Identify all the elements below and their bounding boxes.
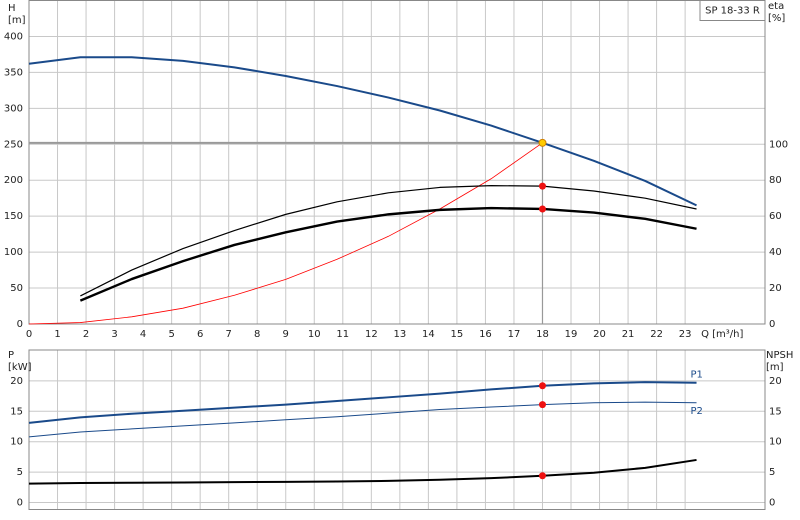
series-line <box>28 401 697 438</box>
x-tick-label: 5 <box>168 329 174 340</box>
y2-axis-label: eta <box>768 1 784 12</box>
x-tick-label: 9 <box>283 329 289 340</box>
x-tick-label: 18 <box>536 329 549 340</box>
series-line <box>28 381 697 424</box>
y-tick-label: 10 <box>10 437 23 448</box>
y2-tick-label: 80 <box>769 175 782 186</box>
duty-point <box>538 382 546 390</box>
y2-tick-label: 15 <box>769 406 782 417</box>
y2-tick-label: 20 <box>769 376 782 387</box>
y-axis-unit: [kW] <box>8 362 32 373</box>
y-tick-label: 150 <box>4 211 23 222</box>
series-line <box>80 185 697 297</box>
y2-tick-label: 0 <box>769 319 775 330</box>
x-tick-label: 8 <box>254 329 260 340</box>
duty-point <box>538 182 546 190</box>
series-line <box>28 142 543 325</box>
y-tick-label: 400 <box>4 31 23 42</box>
y2-tick-label: 5 <box>769 467 775 478</box>
y-tick-label: 250 <box>4 139 23 150</box>
x-tick-label: 12 <box>365 329 378 340</box>
duty-point <box>538 472 546 480</box>
y-tick-label: 200 <box>4 175 23 186</box>
y-tick-label: 350 <box>4 67 23 78</box>
title-box <box>699 0 766 21</box>
x-tick-label: 7 <box>226 329 232 340</box>
y-axis-unit: [m] <box>8 15 26 26</box>
y-tick-label: 300 <box>4 103 23 114</box>
plot-frame <box>28 0 766 325</box>
y2-tick-label: 10 <box>769 437 782 448</box>
x-axis-label: Q [m³/h] <box>701 329 743 340</box>
y-axis-label: P <box>8 350 14 361</box>
chart-title: SP 18-33 R <box>705 6 760 17</box>
series-line <box>28 458 697 485</box>
x-tick-label: 15 <box>451 329 464 340</box>
x-tick-label: 6 <box>197 329 203 340</box>
y-tick-label: 5 <box>17 467 23 478</box>
y-tick-label: 50 <box>10 283 23 294</box>
y-tick-label: 0 <box>17 498 23 509</box>
x-tick-label: 16 <box>479 329 492 340</box>
x-tick-label: 0 <box>26 329 32 340</box>
y2-axis-label: NPSH <box>766 350 793 361</box>
y2-tick-label: 60 <box>769 211 782 222</box>
x-tick-label: 14 <box>422 329 435 340</box>
x-tick-label: 3 <box>111 329 117 340</box>
x-tick-label: 19 <box>565 329 578 340</box>
series-line <box>79 206 697 302</box>
x-tick-label: 21 <box>622 329 635 340</box>
x-tick-label: 23 <box>679 329 692 340</box>
x-tick-label: 2 <box>83 329 89 340</box>
y-tick-label: 0 <box>17 319 23 330</box>
y-tick-label: 20 <box>10 376 23 387</box>
plot-frame <box>28 349 766 510</box>
series-label: P2 <box>691 406 703 417</box>
x-tick-label: 10 <box>308 329 321 340</box>
duty-point <box>538 401 546 409</box>
x-tick-label: 17 <box>508 329 521 340</box>
y-tick-label: 15 <box>10 406 23 417</box>
y-axis-label: H <box>8 3 16 14</box>
x-tick-label: 4 <box>140 329 146 340</box>
y2-tick-label: 100 <box>769 139 788 150</box>
x-tick-label: 1 <box>54 329 60 340</box>
y2-axis-unit: [m] <box>766 362 784 373</box>
y-tick-label: 100 <box>4 247 23 258</box>
x-tick-label: 22 <box>650 329 663 340</box>
y2-tick-label: 20 <box>769 283 782 294</box>
duty-point <box>538 205 546 213</box>
duty-point <box>538 138 547 147</box>
series-line <box>28 56 697 207</box>
x-tick-label: 20 <box>593 329 606 340</box>
x-tick-label: 13 <box>393 329 406 340</box>
y2-tick-label: 0 <box>769 498 775 509</box>
series-label: P1 <box>691 370 703 381</box>
x-tick-label: 11 <box>336 329 349 340</box>
y2-tick-label: 40 <box>769 247 782 258</box>
y2-axis-unit: [%] <box>768 13 785 24</box>
